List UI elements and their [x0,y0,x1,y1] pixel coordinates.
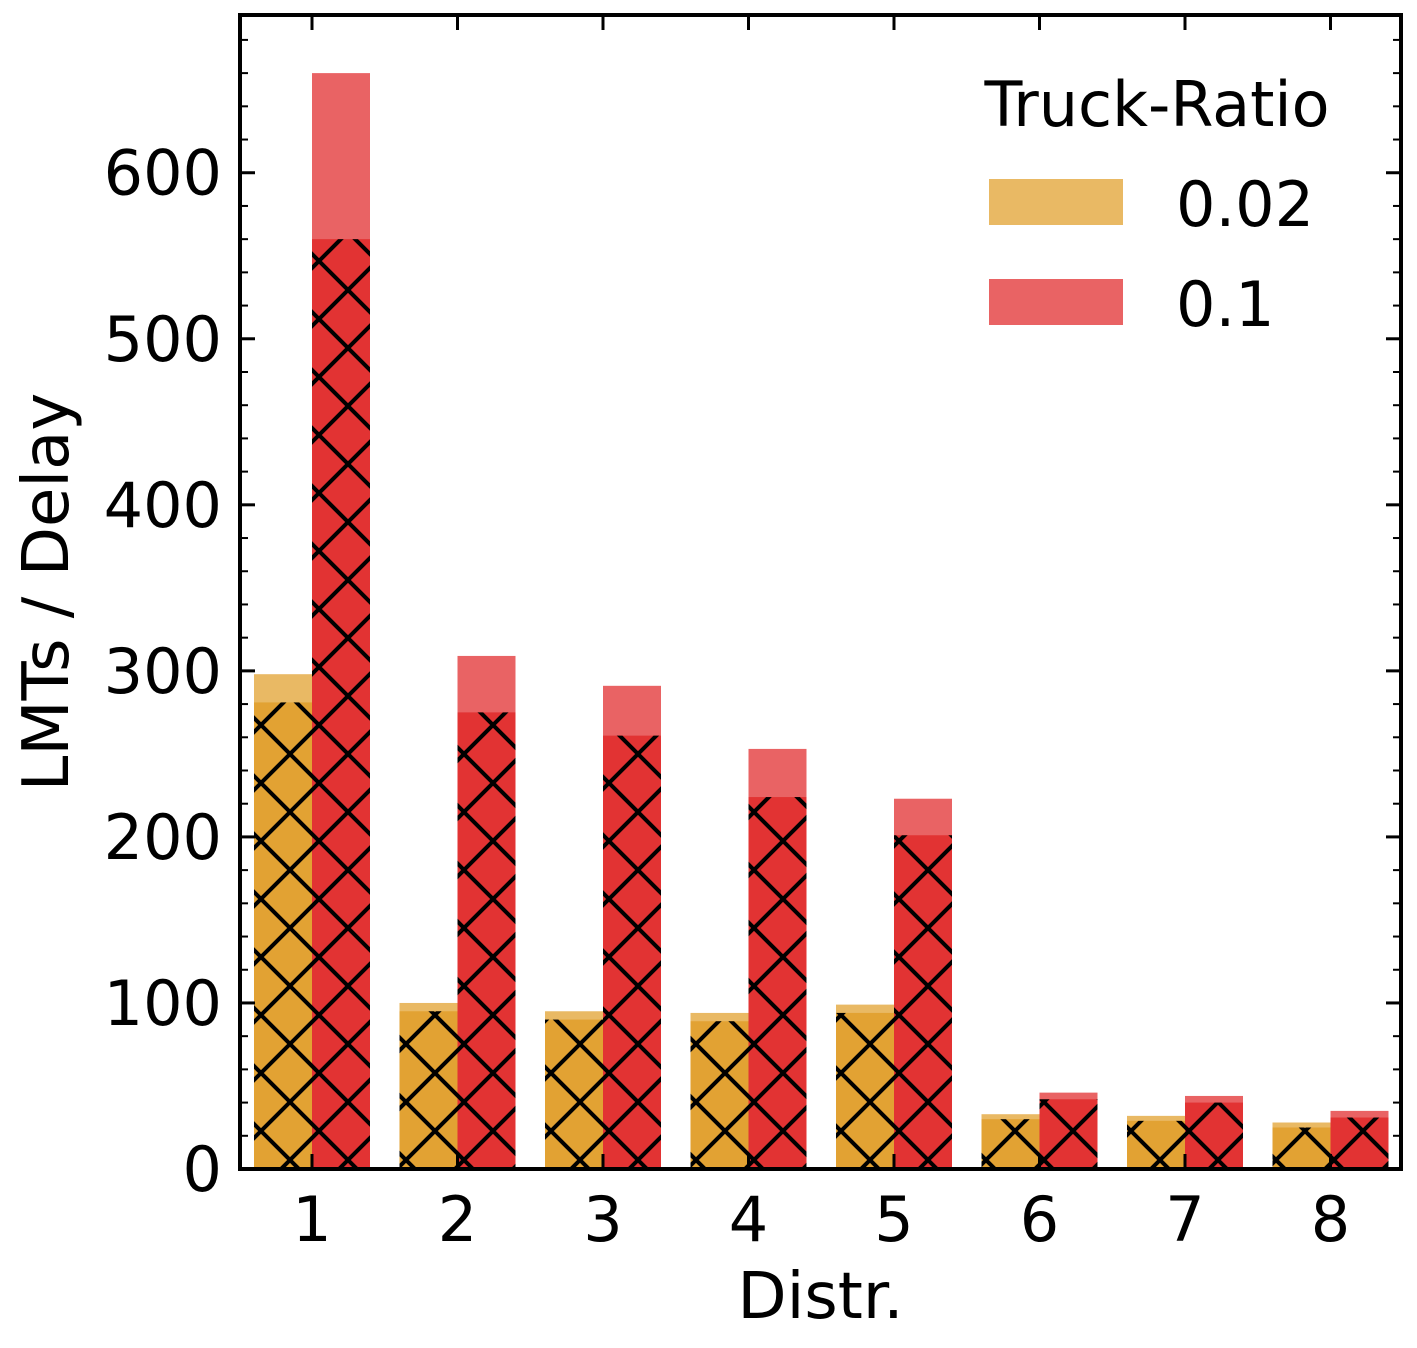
y-tick-label-400: 400 [104,469,222,542]
bar-hatch-pattern-s1-c5 [836,1012,894,1169]
y-tick-label-500: 500 [104,303,222,376]
x-tick-label-3: 3 [583,1183,622,1256]
bar-hatch-pattern-s1-c1 [254,702,312,1169]
legend-title: Truck-Ratio [983,68,1329,141]
bar-hatch-pattern-s2-c8 [1330,1117,1389,1169]
x-tick-label-4: 4 [729,1183,768,1256]
plot-frame [238,13,1403,1171]
x-tick-label-5: 5 [874,1183,913,1256]
bar-hatch-pattern-s2-c5 [894,835,952,1169]
bar-hatch-pattern-s1-c6 [981,1119,1040,1169]
legend-label-1: 0.02 [1176,168,1314,241]
x-tick-label-1: 1 [292,1183,331,1256]
y-tick-label-0: 0 [183,1133,222,1206]
legend: Truck-Ratio 0.02 0.1 [983,68,1329,341]
y-tick-label-100: 100 [104,967,222,1040]
axis-ticks [240,15,1401,1171]
bar-hatch-pattern-s2-c4 [748,797,807,1169]
tick-labels: 0 100 200 300 400 500 600 1 2 3 4 5 6 7 8 [104,137,1351,1256]
x-tick-label-6: 6 [1020,1183,1059,1256]
y-tick-label-200: 200 [104,801,222,874]
x-tick-label-2: 2 [438,1183,477,1256]
bar-hatch-pattern-s2-c7 [1185,1102,1243,1169]
legend-swatch-1 [989,179,1123,225]
bar-hatch-pattern-s1-c2 [399,1011,458,1169]
legend-label-2: 0.1 [1176,268,1275,341]
bar-hatch-pattern-s2-c1 [312,239,370,1170]
bar-hatch-pattern-s2-c2 [457,712,516,1169]
bar-hatch-pattern-s1-c3 [545,1019,603,1169]
bar-hatch-pattern-s1-c7 [1127,1120,1185,1169]
x-tick-label-7: 7 [1165,1183,1204,1256]
legend-swatch-2 [989,279,1123,325]
y-tick-label-600: 600 [104,137,222,210]
x-axis-title: Distr. [737,1260,903,1334]
bars [254,73,1389,1170]
bar-hatch-pattern-s2-c3 [603,735,661,1169]
bar-hatch-pattern-s1-c8 [1272,1127,1331,1169]
y-axis-title: LMTs / Delay [10,393,84,792]
bar-hatch-pattern-s1-c4 [690,1021,749,1169]
y-tick-label-300: 300 [104,635,222,708]
x-tick-label-8: 8 [1311,1183,1350,1256]
bar-hatch-pattern-s2-c6 [1039,1099,1098,1169]
